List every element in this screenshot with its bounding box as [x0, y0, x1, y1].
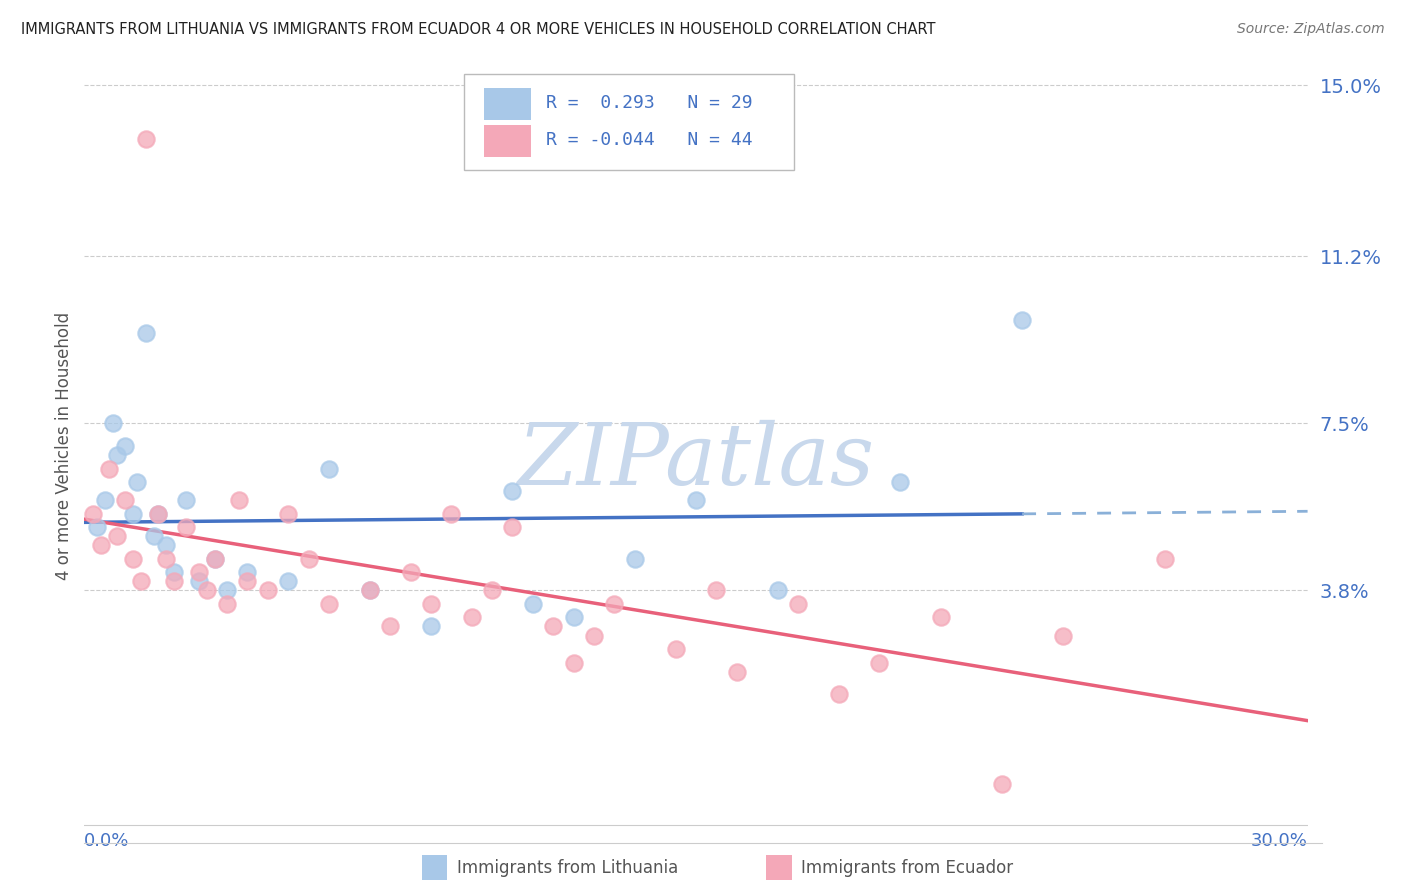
- Point: [146, 507, 169, 521]
- Point: [318, 461, 340, 475]
- Point: [624, 551, 647, 566]
- Point: [889, 475, 911, 489]
- Point: [187, 574, 209, 589]
- Point: [195, 583, 218, 598]
- Text: ZIPatlas: ZIPatlas: [517, 420, 875, 503]
- Point: [502, 484, 524, 499]
- Point: [685, 493, 707, 508]
- Point: [929, 610, 952, 624]
- Point: [277, 574, 299, 589]
- Point: [828, 687, 851, 701]
- Point: [97, 461, 120, 475]
- Point: [359, 583, 381, 598]
- Point: [135, 326, 157, 341]
- Text: R =  0.293   N = 29: R = 0.293 N = 29: [546, 94, 752, 112]
- Point: [105, 448, 128, 462]
- Point: [204, 551, 226, 566]
- Point: [122, 507, 145, 521]
- Point: [665, 642, 688, 657]
- FancyBboxPatch shape: [464, 74, 794, 169]
- Point: [380, 619, 402, 633]
- Point: [869, 656, 891, 670]
- Text: 0.0%: 0.0%: [84, 832, 129, 850]
- Point: [105, 529, 128, 543]
- Bar: [484, 87, 531, 120]
- Bar: [484, 125, 531, 157]
- Point: [142, 529, 165, 543]
- Point: [155, 538, 177, 552]
- Point: [114, 439, 136, 453]
- Point: [359, 583, 381, 598]
- Text: 30.0%: 30.0%: [1251, 832, 1308, 850]
- Point: [420, 619, 443, 633]
- Point: [82, 507, 104, 521]
- Point: [298, 551, 321, 566]
- Point: [1154, 551, 1177, 566]
- Point: [706, 583, 728, 598]
- Point: [90, 538, 112, 552]
- Text: Source: ZipAtlas.com: Source: ZipAtlas.com: [1237, 22, 1385, 37]
- Point: [318, 597, 340, 611]
- Point: [603, 597, 626, 611]
- Point: [86, 520, 108, 534]
- Point: [236, 574, 259, 589]
- Point: [101, 417, 124, 431]
- Point: [228, 493, 250, 508]
- Point: [1052, 628, 1074, 642]
- Y-axis label: 4 or more Vehicles in Household: 4 or more Vehicles in Household: [55, 312, 73, 580]
- Point: [991, 777, 1014, 791]
- Point: [146, 507, 169, 521]
- Point: [236, 566, 259, 580]
- Point: [787, 597, 810, 611]
- Point: [461, 610, 484, 624]
- Point: [502, 520, 524, 534]
- Point: [522, 597, 544, 611]
- Point: [257, 583, 280, 598]
- Point: [217, 583, 239, 598]
- Point: [440, 507, 463, 521]
- Text: Immigrants from Lithuania: Immigrants from Lithuania: [457, 859, 678, 877]
- Point: [163, 566, 186, 580]
- Point: [204, 551, 226, 566]
- Point: [93, 493, 115, 508]
- Point: [725, 665, 748, 679]
- Point: [766, 583, 789, 598]
- Point: [420, 597, 443, 611]
- Text: R = -0.044   N = 44: R = -0.044 N = 44: [546, 131, 752, 149]
- Point: [543, 619, 565, 633]
- Text: Immigrants from Ecuador: Immigrants from Ecuador: [801, 859, 1014, 877]
- Point: [131, 574, 153, 589]
- Point: [187, 566, 209, 580]
- Point: [481, 583, 503, 598]
- Point: [562, 656, 585, 670]
- Point: [127, 475, 149, 489]
- Point: [399, 566, 422, 580]
- Point: [135, 132, 157, 146]
- Point: [122, 551, 145, 566]
- Point: [163, 574, 186, 589]
- Point: [277, 507, 299, 521]
- Point: [174, 520, 197, 534]
- Text: IMMIGRANTS FROM LITHUANIA VS IMMIGRANTS FROM ECUADOR 4 OR MORE VEHICLES IN HOUSE: IMMIGRANTS FROM LITHUANIA VS IMMIGRANTS …: [21, 22, 935, 37]
- Point: [217, 597, 239, 611]
- Point: [114, 493, 136, 508]
- Point: [583, 628, 606, 642]
- Point: [155, 551, 177, 566]
- Point: [174, 493, 197, 508]
- Point: [1011, 312, 1033, 326]
- Point: [562, 610, 585, 624]
